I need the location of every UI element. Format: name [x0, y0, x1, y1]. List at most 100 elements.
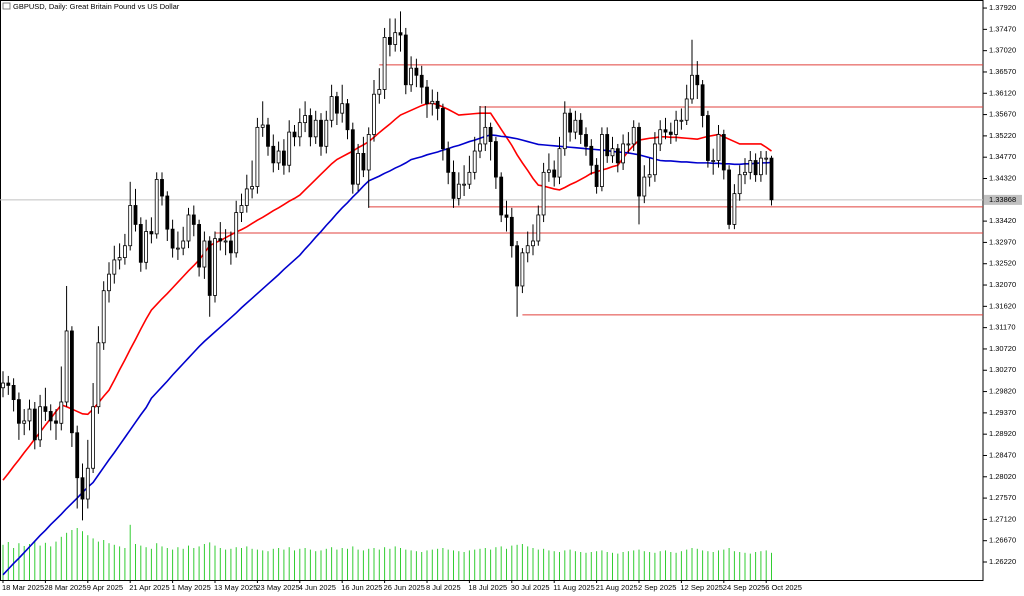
- candle-body: [16, 399, 21, 424]
- candle-body: [377, 89, 382, 95]
- y-tick-label: 1.31170: [989, 323, 1016, 332]
- candle-body: [462, 183, 467, 186]
- x-tick-label: 23 May 2025: [256, 583, 299, 592]
- volume-bar: [129, 524, 131, 580]
- candle-body: [32, 408, 37, 441]
- volume-bar: [309, 549, 311, 580]
- y-tick-label: 1.37920: [989, 3, 1016, 12]
- candle-body: [329, 96, 334, 121]
- volume-bar: [278, 548, 280, 580]
- volume-bar: [596, 551, 598, 580]
- candle-body: [271, 145, 276, 164]
- volume-bar: [468, 550, 470, 580]
- volume-bar: [442, 548, 444, 580]
- volume-bar: [495, 547, 497, 580]
- volume-bar: [696, 548, 698, 580]
- volume-bar: [304, 548, 306, 580]
- candle-body: [393, 32, 398, 45]
- volume-bar: [733, 551, 735, 580]
- candle-body: [419, 74, 424, 88]
- candle-body: [552, 169, 557, 178]
- candle-body: [642, 176, 647, 197]
- candle-body: [541, 171, 546, 216]
- volume-bar: [400, 548, 401, 580]
- y-tick-label: 1.36570: [989, 67, 1016, 76]
- x-tick-label: 16 Jun 2025: [341, 583, 382, 592]
- volume-bar: [744, 552, 746, 580]
- y-tick-label: 1.26220: [989, 557, 1016, 566]
- volume-bar: [564, 550, 566, 580]
- volume-bar: [633, 550, 635, 580]
- volume-bar: [76, 528, 78, 580]
- volume-bar: [500, 546, 502, 580]
- candle-body: [313, 119, 318, 138]
- volume-bar: [643, 551, 645, 580]
- volume-bar: [2, 544, 4, 580]
- y-tick-label: 1.27120: [989, 514, 1016, 523]
- volume-bar: [479, 548, 481, 580]
- volume-bar: [580, 552, 582, 580]
- volume-bar: [60, 536, 62, 580]
- candle-body: [509, 216, 514, 247]
- volume-bar: [532, 548, 534, 580]
- volume-bar: [209, 542, 211, 580]
- volume-bar: [331, 547, 333, 580]
- volume-bar: [675, 552, 677, 580]
- candle-body: [197, 224, 202, 268]
- x-tick-label: 21 Aug 2025: [596, 583, 638, 592]
- volume-bar: [537, 549, 539, 580]
- volume-bar: [55, 541, 57, 580]
- volume-bar: [34, 540, 36, 580]
- volume-bar: [622, 552, 624, 580]
- candle-body: [446, 148, 451, 173]
- candle-body: [287, 131, 292, 166]
- candle-body: [123, 245, 127, 258]
- candle-body: [297, 122, 302, 138]
- volume-bar: [182, 548, 184, 580]
- volume-bar: [7, 542, 9, 580]
- volume-bar: [219, 548, 221, 580]
- candle-body: [653, 143, 657, 176]
- candle-body: [1, 382, 5, 389]
- candle-body: [138, 224, 143, 263]
- candle-body: [350, 129, 355, 185]
- candle-body: [54, 420, 58, 424]
- y-tick-label: 1.29820: [989, 387, 1016, 396]
- volume-bar: [680, 551, 682, 580]
- volume-bar: [458, 551, 460, 580]
- volume-bar: [177, 547, 179, 580]
- volume-bar: [606, 552, 608, 580]
- volume-bar: [140, 545, 142, 580]
- candle-body: [250, 186, 255, 190]
- volume-bar: [272, 548, 274, 580]
- current-price-box: [984, 194, 1022, 205]
- volume-bar: [267, 551, 269, 580]
- volume-bar: [188, 545, 189, 580]
- volume-bar: [527, 546, 529, 580]
- volume-bar: [368, 548, 370, 580]
- candle-body: [319, 119, 323, 147]
- candle-body: [308, 115, 313, 138]
- volume-bar: [739, 552, 741, 580]
- candle-body: [213, 238, 217, 296]
- x-tick-label: 18 Jul 2025: [468, 583, 507, 592]
- plot-frame: [0, 0, 984, 581]
- y-tick-label: 1.30720: [989, 344, 1016, 353]
- candle-body: [584, 134, 588, 147]
- candle-body: [711, 160, 716, 162]
- candle-body: [515, 245, 519, 287]
- candle-body: [366, 134, 371, 171]
- candle-body: [186, 214, 191, 242]
- volume-bar: [103, 540, 105, 580]
- volume-bar: [71, 530, 73, 580]
- candle-body: [732, 193, 737, 225]
- volume-bar: [108, 543, 110, 580]
- volume-bar: [431, 549, 433, 580]
- candle-body: [626, 143, 631, 146]
- candle-body: [244, 188, 249, 206]
- current-price-label: 1.33868: [989, 195, 1016, 204]
- volume-bar: [341, 548, 343, 580]
- volume-bar: [474, 549, 476, 580]
- y-tick-label: 1.30270: [989, 365, 1016, 374]
